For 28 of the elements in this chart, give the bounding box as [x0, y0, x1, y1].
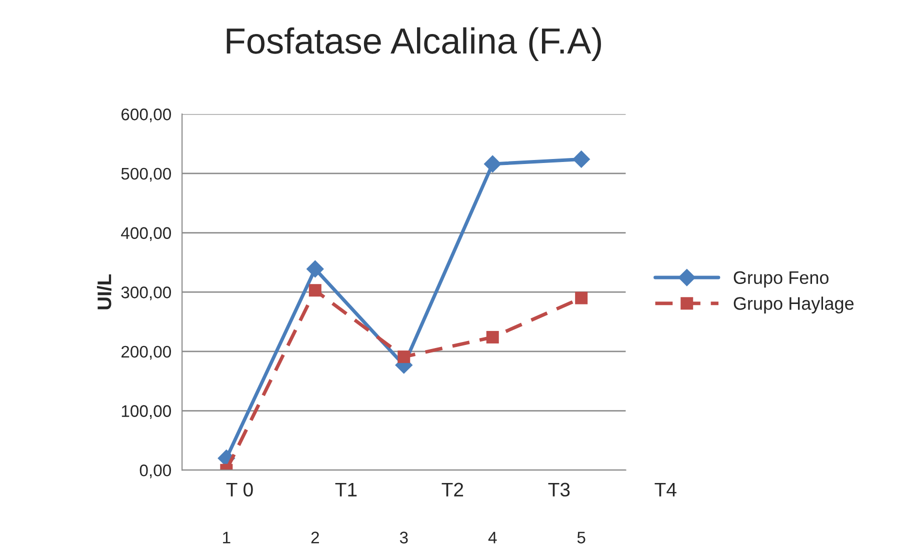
point — [306, 260, 324, 278]
text: T2 — [442, 482, 464, 496]
point — [398, 350, 410, 364]
text: T4 — [654, 482, 676, 496]
x-tick-label: 2 — [311, 532, 319, 544]
y-tick-label: 500,00 — [121, 168, 171, 182]
text: T 0 — [226, 482, 253, 497]
legend-label: Grupo Haylage — [734, 296, 854, 314]
x-tick-label: 1 — [223, 532, 230, 544]
x-tick-label: 4 — [488, 532, 497, 544]
y-tick-label: 100,00 — [122, 405, 171, 419]
legend-label: Grupo Feno — [734, 271, 828, 288]
y-tick-label: 200,00 — [122, 346, 171, 360]
y-axis-title: UI/L — [96, 274, 112, 310]
y-tick-label: 600,00 — [122, 108, 171, 122]
point — [486, 330, 499, 344]
chart-title: Fosfatase Alcalina (F.A) — [226, 27, 601, 61]
x-tick-label: 3 — [400, 532, 408, 544]
x-tick-label: 5 — [577, 532, 586, 544]
y-tick-label: 0,00 — [140, 464, 171, 478]
y-tick-label: 300,00 — [121, 286, 171, 300]
text: T1 — [335, 482, 357, 496]
point — [484, 155, 502, 173]
y-tick-label: 400,00 — [121, 227, 171, 241]
point — [308, 284, 322, 297]
point — [572, 150, 590, 168]
point — [575, 292, 588, 304]
text: T3 — [548, 482, 570, 497]
